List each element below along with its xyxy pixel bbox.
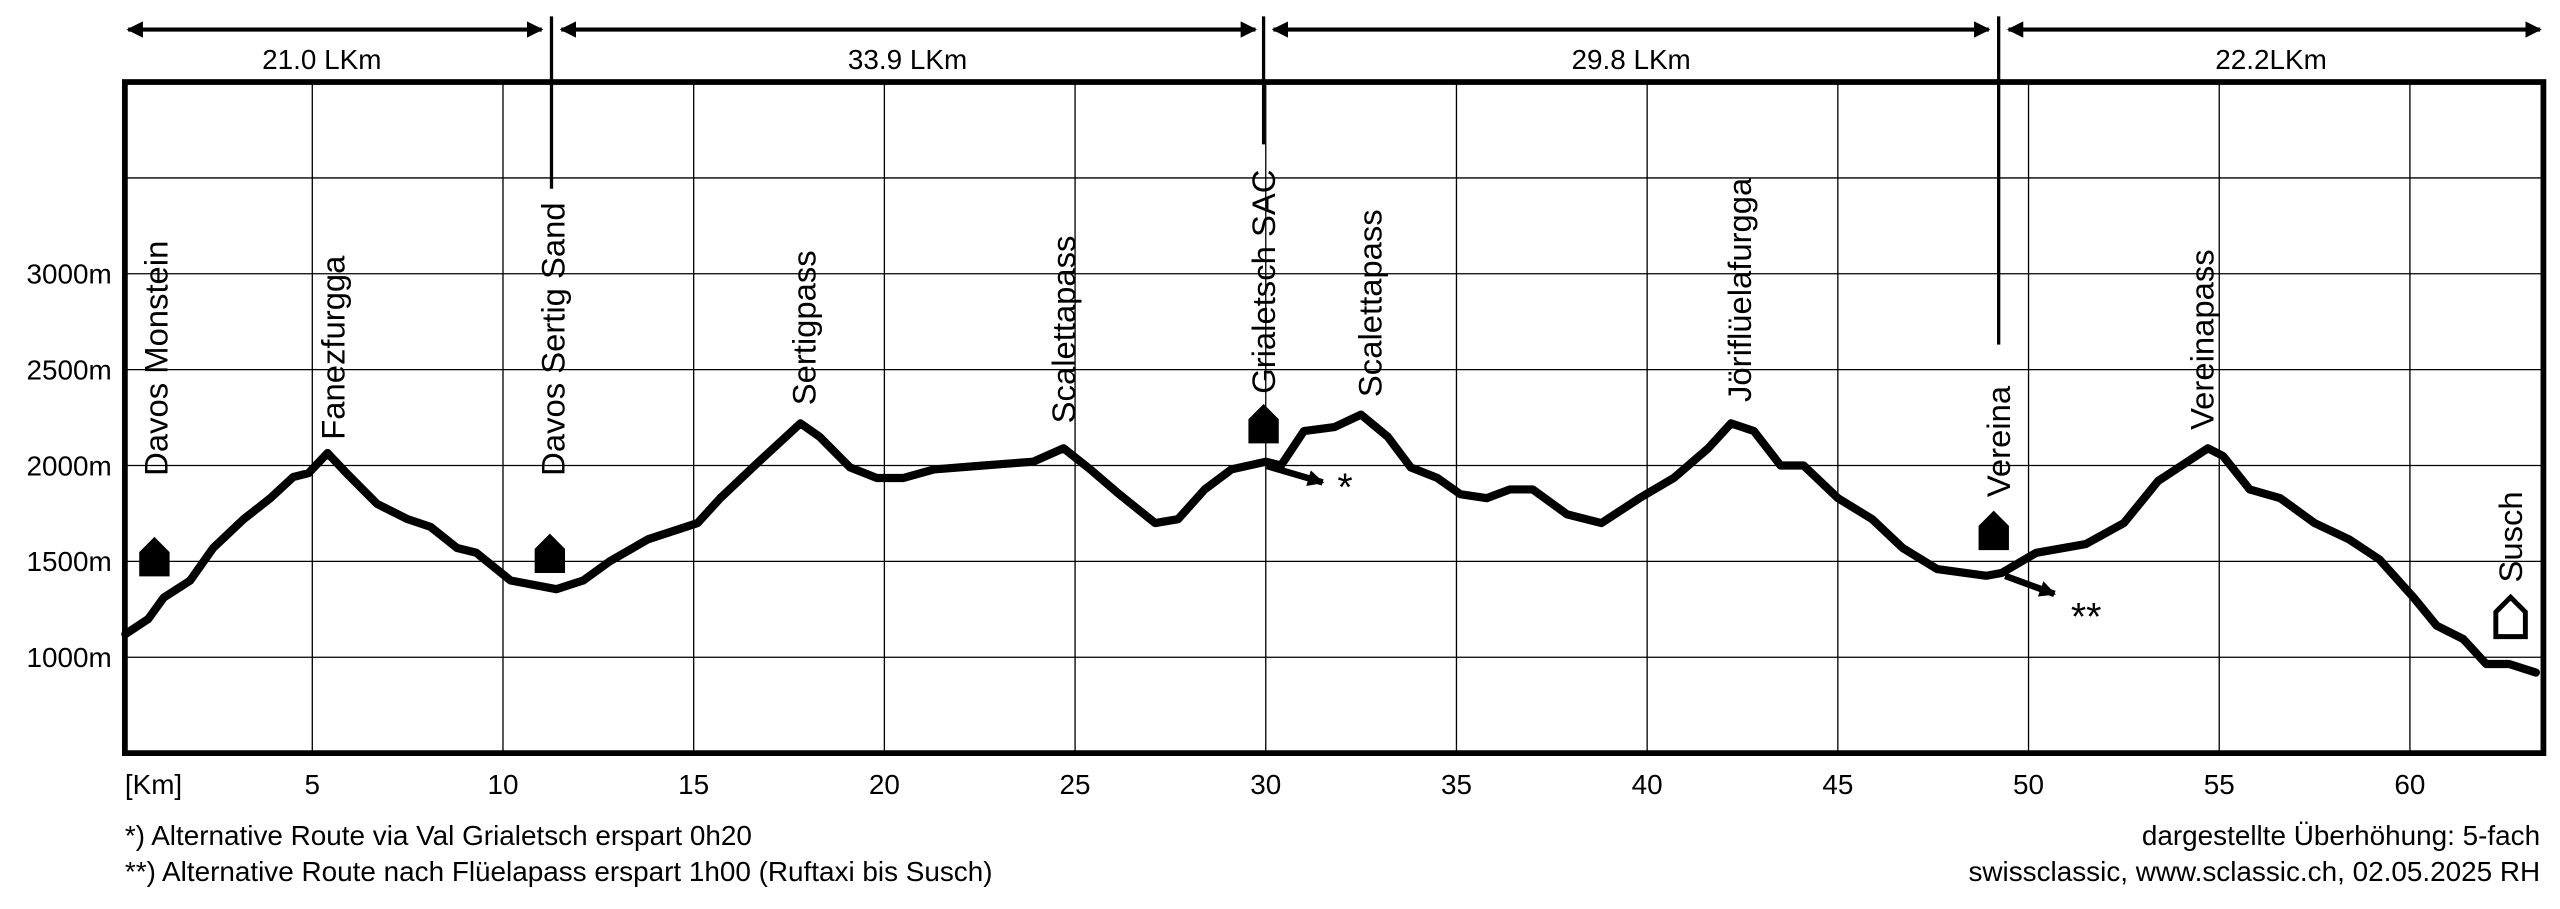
x-tick-label: 35 [1441,769,1472,800]
place-labels: Davos Monstein Fanezfurgga Davos Sertig … [138,170,2530,583]
y-tick-label: 1500m [27,546,112,577]
segment-label: 22.2LKm [2215,44,2327,75]
hut-icon [1978,510,2009,551]
place-label: Davos Monstein [138,241,175,476]
x-tick-label: 20 [869,769,900,800]
place-label: Sertigpass [786,250,823,405]
hut-icon [534,533,566,574]
y-tick-label: 3000m [27,259,112,290]
grid [124,82,2544,754]
hut-icon [139,536,170,577]
segment-label: 33.9 LKm [848,44,967,75]
x-tick-label: 50 [2013,769,2044,800]
x-tick-label: 30 [1250,769,1281,800]
branch-arrows [1265,462,2056,598]
place-label: Vereina [1980,385,2017,497]
x-tick-label: 5 [305,769,321,800]
town-icon [2493,593,2528,640]
x-tick-label: 10 [487,769,518,800]
elevation-line [121,410,2540,677]
place-label: Jöriflüelafurgga [1721,177,1758,402]
y-tick-label: 1000m [27,642,112,673]
y-tick-label: 2000m [27,450,112,481]
credit: dargestellte Überhöhung: 5-fach [2142,820,2540,851]
x-tick-label: 40 [1632,769,1663,800]
place-label: Scalettapass [1352,209,1389,397]
segment-label: 21.0 LKm [262,44,381,75]
plot-frame [122,79,2547,756]
place-label: Susch [2492,491,2529,582]
credit: swissclassic, www.sclassic.ch, 02.05.202… [1968,856,2540,887]
x-tick-label: 55 [2204,769,2235,800]
place-label: Davos Sertig Sand [535,202,572,475]
footnote: *) Alternative Route via Val Grialetsch … [125,820,752,851]
segment-label: 29.8 LKm [1571,44,1690,75]
x-tick-label: 60 [2394,769,2425,800]
footnote: **) Alternative Route nach Flüelapass er… [125,856,993,887]
place-label: Fanezfurgga [315,255,352,440]
place-label: Grialetsch SAC [1245,170,1282,394]
y-tick-label: 2500m [27,354,112,385]
x-tick-label: 15 [678,769,709,800]
x-tick-label: 25 [1060,769,1091,800]
branch-mark: * [1337,465,1352,509]
place-label: Vereinapass [2184,249,2221,430]
huts [139,404,2528,640]
hut-icon [1248,404,1279,444]
x-tick-label: 45 [1822,769,1853,800]
x-tick-label: [Km] [125,769,182,800]
branch-mark: ** [2071,595,2102,639]
place-label: Scalettapass [1045,236,1082,424]
segment-arrows [126,16,2542,345]
